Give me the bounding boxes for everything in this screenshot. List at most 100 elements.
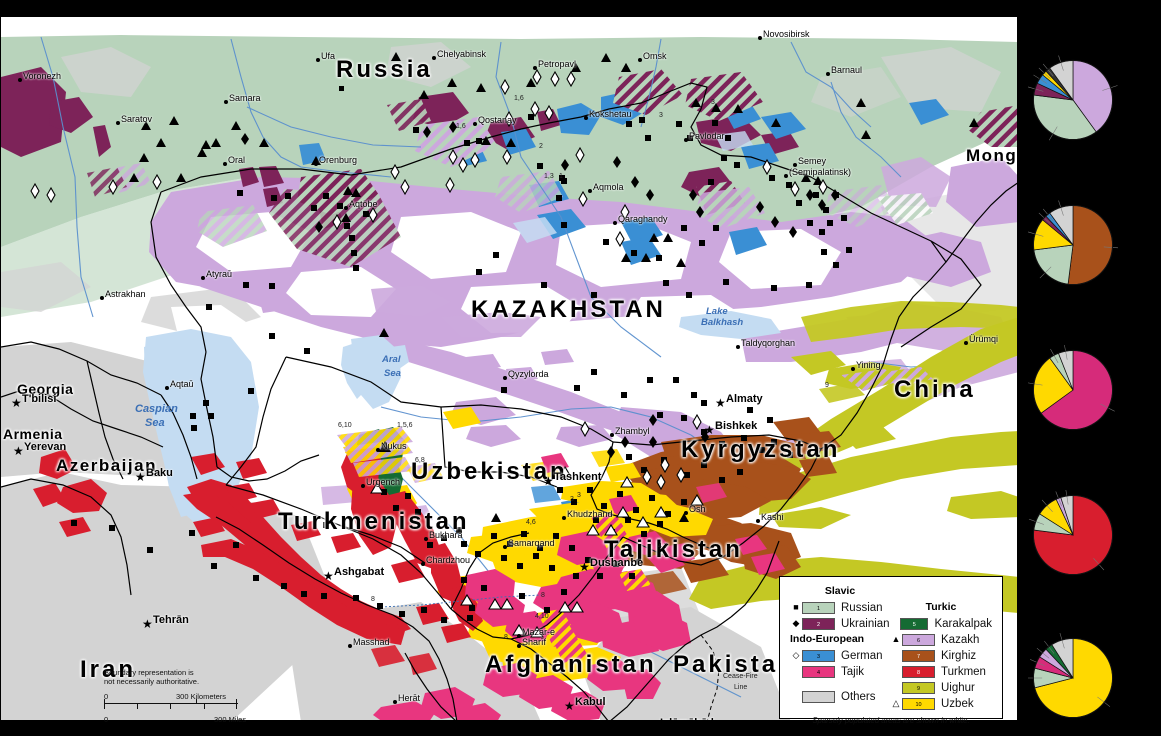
legend-swatch-kazakh: 6 <box>902 633 935 646</box>
legend-swatch-russian: 1 <box>802 601 835 614</box>
pie-svg-uzbekistan <box>1026 632 1114 719</box>
legend-row-russian[interactable]: ■ 1 Russian <box>790 600 890 615</box>
legend-swatch-turkmen: 8 <box>902 665 935 678</box>
legend-row-ukrainian[interactable]: ◆ 2 Ukrainian <box>790 616 890 631</box>
pie-leader-line <box>1036 647 1050 659</box>
scale-bar: Boundary representation is not necessari… <box>104 668 264 726</box>
city-dot-icon <box>793 163 797 167</box>
diamond-open-symbol-icon: ◇ <box>792 650 800 660</box>
city-dot-icon <box>584 116 588 120</box>
pie-slice-kirghiz <box>1067 205 1113 285</box>
city-dot-icon <box>562 516 566 520</box>
legend-swatch-kirghiz: 7 <box>902 649 935 662</box>
city-dot-icon <box>201 276 205 280</box>
pie-leader-line <box>1055 491 1062 507</box>
capital-star-icon: ★ <box>715 396 726 410</box>
city-dot-icon <box>344 206 348 210</box>
capital-star-icon: ★ <box>142 617 153 631</box>
capital-star-icon: ★ <box>543 474 554 488</box>
pie-leader-line <box>1042 208 1054 222</box>
city-dot-icon <box>964 341 968 345</box>
city-dot-icon <box>613 221 617 225</box>
pie-chart-uzbekistan <box>1026 632 1149 728</box>
scale-mi-label: 300 Miles <box>214 715 247 724</box>
legend-row-kazakh[interactable]: ▲ 6 Kazakh <box>890 632 992 647</box>
legend-row-others[interactable]: Others <box>790 689 890 704</box>
pie-outline <box>1032 204 1114 286</box>
pie-leader-line <box>1058 200 1064 216</box>
capital-star-icon: ★ <box>579 560 590 574</box>
map-canvas[interactable]: Russia KAZAKHSTAN Mong. China Uzbekistan Turk… <box>0 16 1018 721</box>
capital-star-icon: ★ <box>704 423 715 437</box>
pie-leader-line <box>1097 696 1111 707</box>
legend-heading-turkic: Turkic <box>925 601 957 613</box>
triangle-open-symbol-icon: △ <box>892 698 900 708</box>
boundary-disclaimer-line2: not necessarily authoritative. <box>104 677 200 686</box>
city-dot-icon <box>588 189 592 193</box>
city-dot-icon <box>736 345 740 349</box>
legend-label-turkmen: Turkmen <box>941 665 986 678</box>
city-dot-icon <box>224 100 228 104</box>
city-dot-icon <box>684 138 688 142</box>
legend-heading-slavic: Slavic <box>824 585 856 597</box>
legend-label-german: German <box>841 649 883 662</box>
pie-chart-turkmenistan <box>1028 488 1149 585</box>
legend-row-turkmen[interactable]: 8 Turkmen <box>890 664 992 679</box>
pie-leader-line <box>1102 85 1118 91</box>
pie-leader-line <box>1044 640 1055 654</box>
city-dot-icon <box>756 519 760 523</box>
city-dot-icon <box>432 56 436 60</box>
pie-svg-turkmenistan <box>1028 488 1114 576</box>
pie-outline <box>1032 494 1114 576</box>
capital-star-icon: ★ <box>564 699 575 713</box>
city-dot-icon <box>18 78 22 82</box>
pie-outline <box>1032 349 1114 431</box>
capital-star-icon: ★ <box>13 444 24 458</box>
legend-row-uighur[interactable]: 9 Uighur <box>890 680 992 695</box>
legend-label-kirghiz: Kirghiz <box>941 649 977 662</box>
city-dot-icon <box>361 484 365 488</box>
pie-leader-line <box>1100 403 1115 412</box>
legend-swatch-others <box>802 690 835 703</box>
city-dot-icon <box>100 296 104 300</box>
pie-chart-kyrgyzstan <box>1027 200 1149 295</box>
city-dot-icon <box>784 174 788 178</box>
legend-label-others: Others <box>841 690 876 703</box>
pie-leader-line <box>1063 343 1068 360</box>
capital-star-icon: ★ <box>11 396 22 410</box>
city-dot-icon <box>758 36 762 40</box>
city-dot-icon <box>517 644 521 648</box>
pie-leader-line <box>1103 246 1120 249</box>
pie-outline <box>1032 637 1114 719</box>
pie-svg-tajikistan <box>1026 343 1115 431</box>
city-dot-icon <box>826 72 830 76</box>
pie-chart-panel <box>1018 0 1161 736</box>
legend-row-kirghiz[interactable]: 7 Kirghiz <box>890 648 992 663</box>
pie-svg-kazakhstan <box>1027 55 1118 141</box>
city-dot-icon <box>348 644 352 648</box>
scale-mi-zero: 0 <box>104 715 109 724</box>
city-dot-icon <box>610 433 614 437</box>
diamond-filled-symbol-icon: ◆ <box>792 618 800 628</box>
city-dot-icon <box>424 537 428 541</box>
scale-km-zero: 0 <box>104 692 109 701</box>
city-dot-icon <box>223 162 227 166</box>
pie-leader-line <box>1065 488 1069 505</box>
legend-label-tajik: Tajik <box>841 665 865 678</box>
legend-row-german[interactable]: ◇ 3 German <box>790 648 890 663</box>
legend-column-right: Turkic 5 Karakalpak ▲ 6 Kazakh 7 Kirghiz <box>890 583 992 712</box>
pie-leader-line <box>1026 382 1043 386</box>
pie-leader-line <box>1048 126 1058 141</box>
legend-row-tajik[interactable]: 4 Tajik <box>790 664 890 679</box>
pie-leader-line <box>1028 518 1045 525</box>
city-dot-icon <box>316 58 320 62</box>
legend-row-uzbek[interactable]: △ 10 Uzbek <box>890 696 992 711</box>
legend-row-karakalpak[interactable]: 5 Karakalpak <box>890 616 992 631</box>
city-dot-icon <box>851 367 855 371</box>
city-dot-icon <box>503 545 507 549</box>
legend-swatch-german: 3 <box>802 649 835 662</box>
city-dot-icon <box>393 700 397 704</box>
legend-heading-indo-european: Indo-European <box>790 633 865 645</box>
pie-svg-kyrgyzstan <box>1027 200 1120 286</box>
